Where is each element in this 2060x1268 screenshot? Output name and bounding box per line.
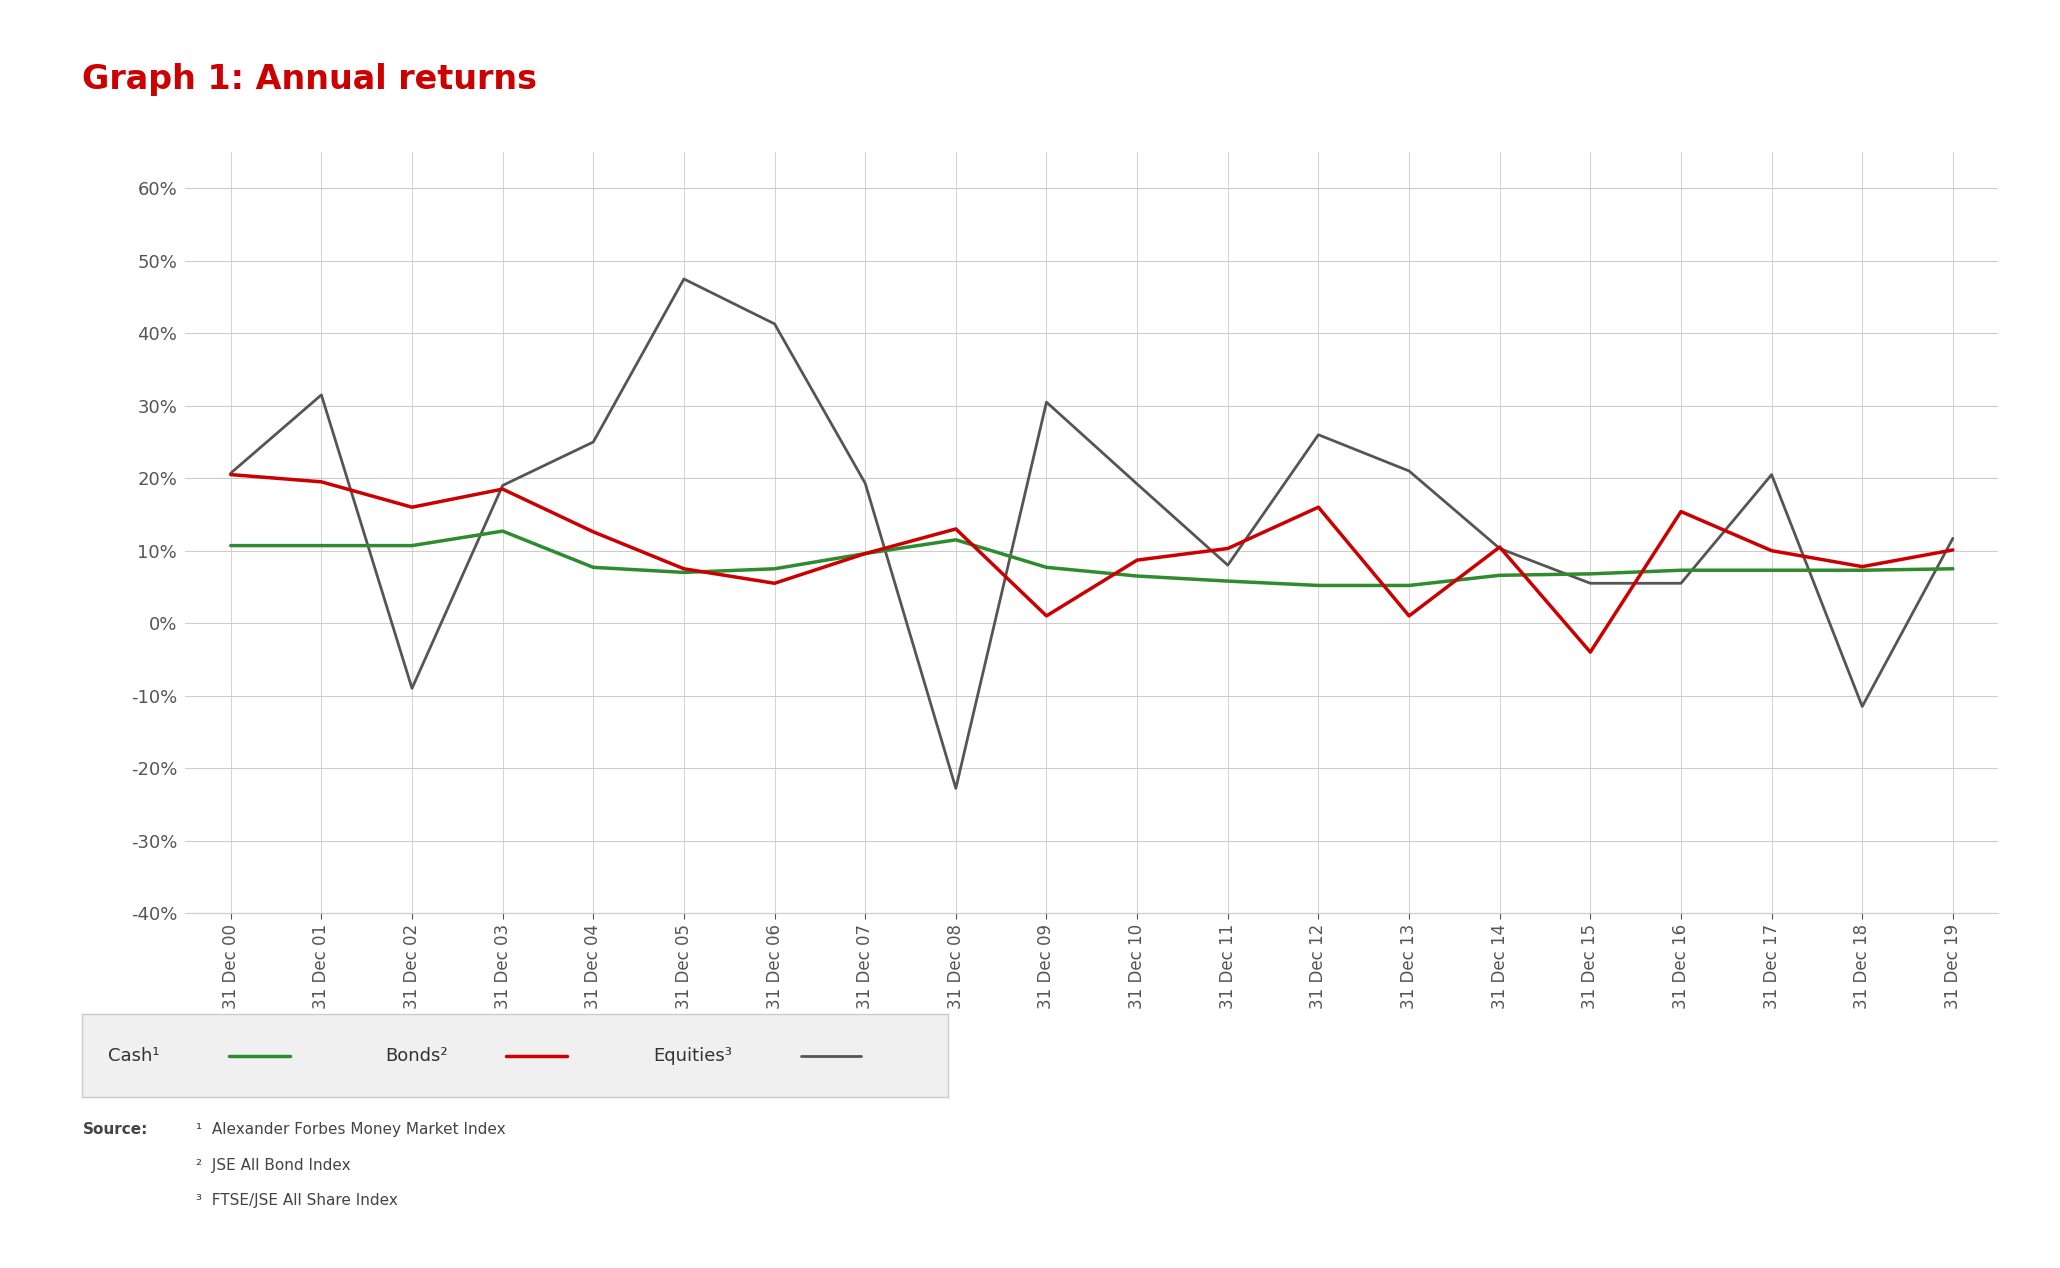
Text: Bonds²: Bonds² — [385, 1046, 447, 1065]
Text: Equities³: Equities³ — [653, 1046, 731, 1065]
Text: Graph 1: Annual returns: Graph 1: Annual returns — [82, 63, 538, 96]
Text: ¹  Alexander Forbes Money Market Index: ¹ Alexander Forbes Money Market Index — [196, 1122, 505, 1137]
Text: Source:: Source: — [82, 1122, 148, 1137]
Text: ³  FTSE/JSE All Share Index: ³ FTSE/JSE All Share Index — [196, 1193, 398, 1208]
Text: ²  JSE All Bond Index: ² JSE All Bond Index — [196, 1158, 350, 1173]
Text: Cash¹: Cash¹ — [109, 1046, 161, 1065]
